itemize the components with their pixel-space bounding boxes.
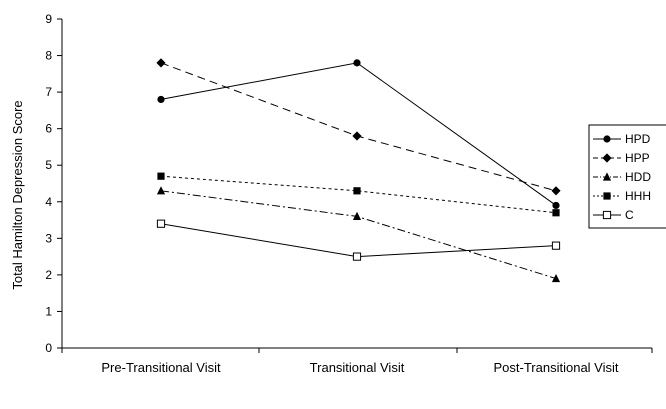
data-point-hpd (552, 201, 560, 210)
x-tick-label: Transitional Visit (310, 360, 405, 375)
data-point-hpp (352, 131, 362, 141)
series-line-hhh (160, 175, 557, 214)
data-point-c (156, 219, 166, 228)
data-point-hdd (156, 186, 166, 195)
legend-box (588, 124, 666, 229)
data-point-hhh (552, 209, 560, 217)
y-tick-label: 5 (45, 158, 52, 172)
y-tick-label: 6 (45, 122, 52, 136)
data-point-c (352, 252, 362, 261)
y-tick-label: 9 (45, 12, 52, 26)
series-line-hdd (160, 190, 557, 280)
legend-label: HHH (625, 189, 651, 203)
legend-label: HPP (625, 151, 650, 165)
legend-label: C (625, 208, 634, 222)
data-point-hhh (157, 172, 165, 180)
data-point-hdd (352, 211, 362, 220)
legend-marker-hpp (602, 153, 612, 163)
y-tick-label: 7 (45, 85, 52, 99)
series-line-c (160, 223, 557, 258)
y-axis-title: Total Hamilton Depression Score (10, 100, 25, 289)
legend-marker-c (602, 210, 612, 220)
legend-marker-hpd (603, 135, 611, 143)
data-point-c (551, 241, 561, 250)
y-tick-label: 3 (45, 231, 52, 245)
data-point-hpp (551, 186, 561, 196)
data-point-hpd (157, 95, 165, 104)
y-tick-label: 1 (45, 304, 52, 318)
y-tick-label: 8 (45, 49, 52, 63)
data-point-hpp (156, 58, 166, 68)
x-tick-label: Pre-Transitional Visit (101, 360, 221, 375)
data-point-hhh (353, 187, 361, 195)
series-line-hpp (160, 62, 557, 192)
legend-label: HDD (625, 170, 651, 184)
legend-marker-hhh (603, 192, 611, 200)
data-point-hpd (353, 59, 361, 67)
legend-label: HPD (625, 132, 651, 146)
x-tick-label: Post-Transitional Visit (494, 360, 619, 375)
data-point-hdd (551, 273, 561, 283)
y-tick-label: 2 (45, 268, 52, 282)
y-tick-label: 4 (45, 195, 52, 209)
y-tick-label: 0 (45, 341, 52, 355)
legend-marker-hdd (602, 172, 612, 181)
